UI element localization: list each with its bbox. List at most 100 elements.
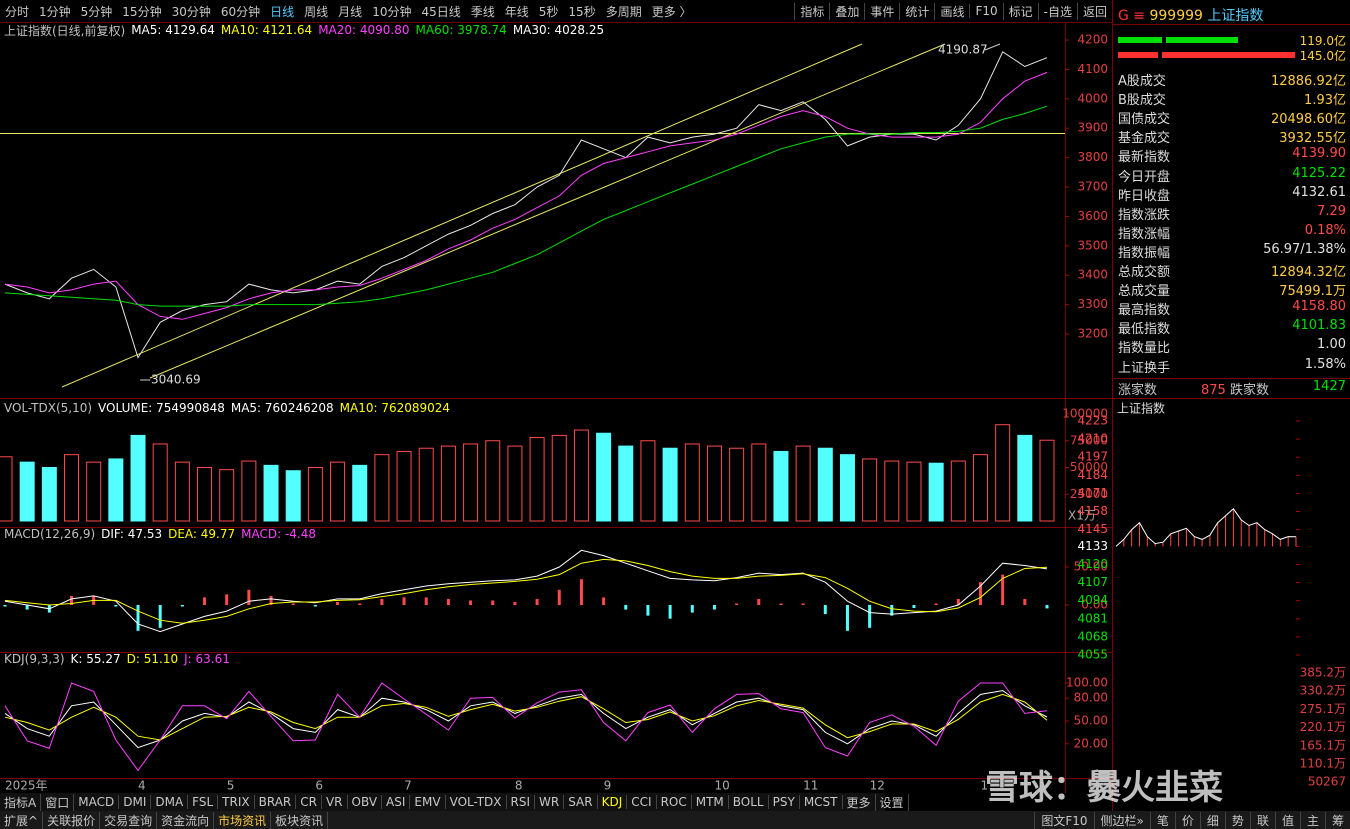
indicator-tab[interactable]: MACD: [74, 795, 120, 809]
status-button[interactable]: 势: [1224, 811, 1250, 829]
tool-button[interactable]: F10: [969, 4, 1002, 18]
tool-button[interactable]: 画线: [934, 2, 969, 20]
indicator-tab[interactable]: TRIX: [218, 795, 255, 809]
indicator-tab[interactable]: 设置: [876, 793, 909, 811]
indicator-tab[interactable]: MCST: [800, 795, 843, 809]
status-button[interactable]: 关联报价: [43, 811, 101, 829]
period-tab[interactable]: 多周期: [605, 4, 642, 19]
quote-row: 指数涨跌 7.29: [1118, 204, 1346, 223]
indicator-tab[interactable]: WR: [535, 795, 565, 809]
status-button[interactable]: 市场资讯: [214, 811, 272, 829]
indicator-label: MA5: 760246208: [230, 401, 334, 415]
period-tab[interactable]: 60分钟: [220, 4, 261, 19]
indicator-tab[interactable]: RSI: [507, 795, 536, 809]
period-tab[interactable]: 30分钟: [171, 4, 211, 19]
tool-button[interactable]: 事件: [864, 2, 899, 20]
x-tick-label: 10: [714, 779, 729, 793]
period-tab[interactable]: 15分钟: [122, 4, 162, 19]
period-tab[interactable]: 5分钟: [80, 4, 113, 19]
volume-bar: [618, 445, 634, 522]
status-button[interactable]: 价: [1174, 811, 1200, 829]
indicator-tab[interactable]: 指标A: [0, 793, 42, 811]
indicator-tab[interactable]: FSL: [188, 795, 219, 809]
volume-bar: [529, 437, 545, 522]
period-tab[interactable]: 10分钟: [372, 4, 412, 19]
quote-value: 56.97/1.38%: [1263, 241, 1346, 257]
series-line: [4, 693, 1048, 741]
quote-label: 今日开盘: [1118, 169, 1171, 185]
status-button[interactable]: 图文F10: [1034, 811, 1093, 829]
indicator-tab[interactable]: BOLL: [729, 795, 769, 809]
volume-bar: [795, 445, 811, 522]
quote-value: 4125.22: [1292, 165, 1346, 181]
indicator-tab[interactable]: DMA: [151, 795, 189, 809]
indicator-tab[interactable]: CR: [296, 795, 322, 809]
status-button[interactable]: 主: [1299, 811, 1325, 829]
indicator-tab[interactable]: DMI: [119, 795, 152, 809]
indicator-tab[interactable]: BRAR: [255, 795, 297, 809]
status-button[interactable]: 笔: [1149, 811, 1175, 829]
period-tab[interactable]: 45日线: [421, 4, 461, 19]
indicator-tab[interactable]: PSY: [769, 795, 800, 809]
x-tick-label: 1: [980, 779, 988, 793]
period-tab[interactable]: 分时: [5, 4, 30, 19]
volume-bar: [684, 443, 700, 522]
tool-button[interactable]: 叠加: [829, 2, 864, 20]
ma-label: MA20: 4090.80: [318, 23, 410, 37]
period-tab[interactable]: 年线: [504, 4, 529, 19]
y-tick-label: 4094: [1077, 593, 1108, 607]
indicator-tab[interactable]: OBV: [348, 795, 383, 809]
y-tick-label: 4100: [1077, 62, 1108, 76]
indicator-label: VOLUME: 754990848: [98, 401, 225, 415]
tool-button[interactable]: -自选: [1037, 2, 1077, 20]
period-tab[interactable]: 日线: [270, 4, 295, 19]
quote-value: 0.18%: [1304, 222, 1346, 238]
indicator-tab[interactable]: ROC: [657, 795, 692, 809]
y-tick-label: 50000: [1070, 460, 1108, 474]
tool-button[interactable]: 指标: [794, 2, 829, 20]
status-button[interactable]: 交易查询: [100, 811, 158, 829]
period-tab[interactable]: 季线: [470, 4, 495, 19]
period-tab[interactable]: 月线: [338, 4, 363, 19]
volume-bar: [884, 460, 900, 522]
indicator-tabs: 指标A 窗口 MACD DMI DMA FSL TRIX BRAR CR VR OBV ASI EMV V…: [0, 793, 909, 811]
indicator-tab[interactable]: CCI: [627, 795, 657, 809]
period-tab[interactable]: 15秒: [568, 4, 596, 19]
volume-bar: [440, 445, 456, 522]
indicator-tab[interactable]: 更多: [843, 793, 876, 811]
volume-bar: [197, 467, 213, 522]
period-tab[interactable]: 5秒: [538, 4, 559, 19]
indicator-tab[interactable]: VOL-TDX: [446, 795, 507, 809]
sell-bar: [1118, 52, 1158, 58]
quote-row: 指数量比 1.00: [1118, 337, 1346, 356]
indicator-tab[interactable]: SAR: [564, 795, 598, 809]
y-tick-label: 3800: [1077, 150, 1108, 164]
period-tab[interactable]: 周线: [304, 4, 329, 19]
indicator-tab[interactable]: VR: [322, 795, 348, 809]
tool-button[interactable]: 统计: [899, 2, 934, 20]
volume-bar: [485, 440, 501, 522]
main-header: 上证指数(日线,前复权) MA5: 4129.64 MA10: 4121.64 MA2…: [4, 22, 604, 38]
status-button[interactable]: 扩展^: [0, 811, 44, 829]
indicator-tab[interactable]: KDJ: [598, 795, 628, 809]
status-button[interactable]: 板块资讯: [271, 811, 329, 829]
volume-bar: [573, 429, 589, 522]
status-button[interactable]: 细: [1199, 811, 1225, 829]
indicator-tab[interactable]: ASI: [382, 795, 411, 809]
ma-label: MA5: 4129.64: [131, 23, 215, 37]
status-button[interactable]: 联: [1249, 811, 1275, 829]
indicator-tab[interactable]: 窗口: [41, 793, 75, 811]
indicator-label: DEA: 49.77: [168, 527, 236, 541]
status-button[interactable]: 侧边栏»: [1093, 811, 1150, 829]
tool-button[interactable]: 返回: [1076, 2, 1112, 20]
status-button[interactable]: 资金流向: [157, 811, 215, 829]
tool-button[interactable]: 标记: [1002, 2, 1038, 20]
period-tab[interactable]: 更多 〉: [651, 4, 692, 19]
indicator-tab[interactable]: EMV: [410, 795, 446, 809]
status-button[interactable]: 值: [1274, 811, 1300, 829]
volume-bar: [418, 447, 434, 522]
period-tab[interactable]: 1分钟: [39, 4, 71, 19]
y-tick-label: 3700: [1077, 180, 1108, 194]
status-button[interactable]: 筹: [1324, 811, 1350, 829]
indicator-tab[interactable]: MTM: [692, 795, 729, 809]
